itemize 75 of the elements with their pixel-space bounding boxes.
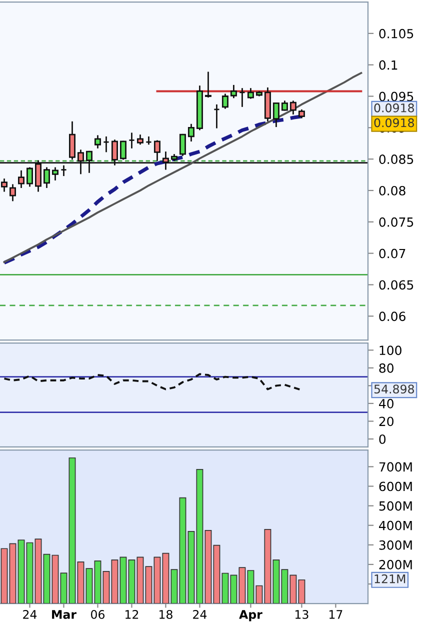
x-tick-label: Mar [52,610,76,619]
y-tick-label: 0.105 [379,28,414,38]
bar [18,540,25,604]
text: 121M [374,574,406,584]
bar [68,457,76,604]
candlestick [60,164,67,177]
y-tick-label: 500M [379,501,412,511]
candlestick [272,102,280,128]
candlestick [1,178,8,192]
bar [86,568,93,604]
candlestick [26,166,33,188]
candlestick [204,71,212,98]
text: 0.0918 [374,103,414,112]
x-tick-label: 17 [329,610,342,619]
bar [77,561,84,604]
bar [102,571,110,604]
candlestick [102,136,110,153]
candlestick [238,87,246,108]
candlestick [281,100,288,112]
candlestick [94,134,101,150]
candlestick [247,87,254,100]
candlestick [43,166,50,189]
y-tick-label: 0.065 [379,280,414,290]
candlestick [68,120,76,160]
bar [120,556,127,604]
x-tick-label: 24 [23,610,37,619]
y-tick-label: 0 [379,434,386,444]
candlestick [290,100,296,116]
bar [9,543,16,604]
text: 0.0918 [374,118,414,128]
x-tick-label: Apr [239,610,262,622]
candlestick [154,140,160,162]
candlestick [120,140,126,160]
candlestick [18,170,24,189]
x-tick-label: 12 [126,610,138,619]
bar [43,554,50,604]
x-tick-label: 24 [193,610,207,619]
candlestick [179,133,186,157]
bar [94,560,102,604]
x-tick-label: 06 [91,610,104,619]
x-tick-label: 18 [160,610,172,619]
y-tick-label: 700M [379,462,412,472]
bar [0,548,8,604]
y-tick-label: 0.06 [379,312,406,322]
y-tick-label: 0.075 [379,217,414,227]
candlestick [188,123,194,142]
line-series [3,373,303,392]
line-series [3,72,362,264]
x-tick-label: 13 [295,610,308,619]
candlestick [136,134,144,146]
y-tick-label: 200M [379,560,412,570]
bar [52,554,59,604]
y-tick-label: 0.085 [379,154,414,164]
y-tick-label: 400M [379,520,412,530]
bar [60,572,68,604]
candlestick [230,84,237,99]
text: 54.898 [374,384,414,394]
y-tick-label: 20 [379,416,394,426]
y-tick-label: 300M [379,540,412,550]
y-tick-label: 100 [380,346,402,356]
candlestick [10,184,16,202]
y-tick-label: 0.095 [379,92,414,102]
y-tick-label: 600M [379,482,412,492]
candlestick [52,166,58,182]
y-tick-label: 0.07 [379,248,406,258]
bar [34,538,42,604]
bar [111,560,118,604]
candlestick [222,93,228,110]
y-tick-label: 0.1 [379,60,398,70]
y-tick-label: 40 [379,398,394,408]
candlestick [128,132,135,150]
candlestick [213,104,220,129]
y-tick-label: 80 [379,363,394,373]
y-tick-label: 0.08 [379,186,406,196]
bar [26,542,34,604]
